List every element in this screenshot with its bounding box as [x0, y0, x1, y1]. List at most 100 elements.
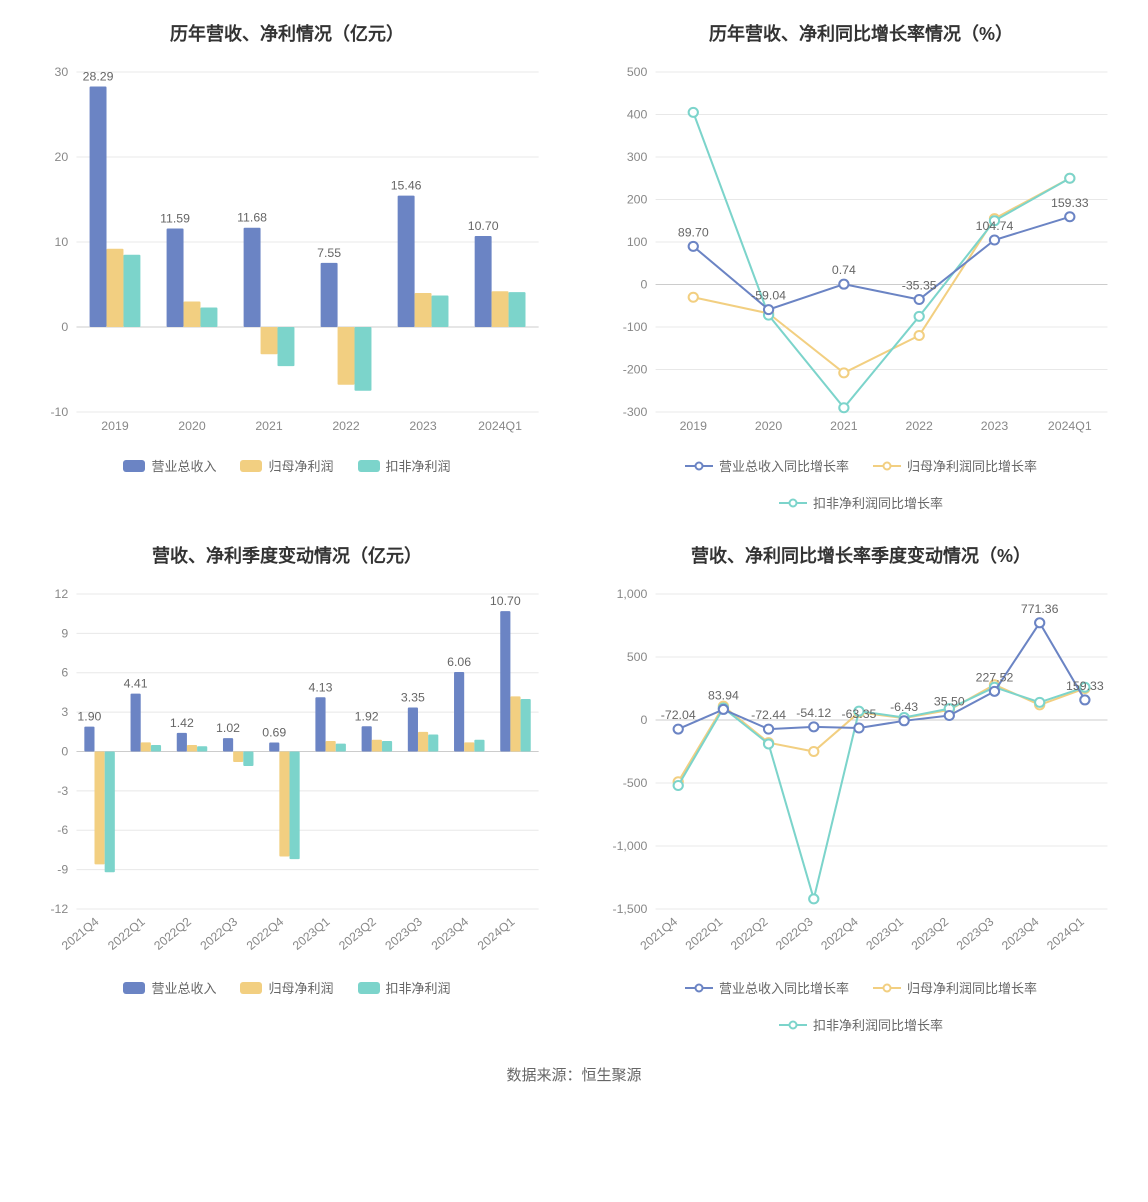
svg-text:2024Q1: 2024Q1 — [475, 915, 518, 953]
svg-text:2022Q2: 2022Q2 — [728, 915, 771, 953]
svg-text:2021Q4: 2021Q4 — [637, 915, 680, 953]
legend-swatch-icon — [123, 982, 145, 994]
legend-item[interactable]: 扣非净利润 — [358, 456, 451, 475]
svg-text:0.74: 0.74 — [832, 263, 856, 277]
legend-item[interactable]: 扣非净利润同比增长率 — [779, 1015, 943, 1034]
svg-text:2024Q1: 2024Q1 — [478, 419, 522, 433]
legend-swatch-icon — [779, 1019, 807, 1031]
svg-text:2023Q4: 2023Q4 — [999, 915, 1042, 953]
legend-swatch-icon — [779, 497, 807, 509]
svg-text:2022Q2: 2022Q2 — [151, 915, 194, 953]
svg-text:2019: 2019 — [680, 419, 708, 433]
svg-text:1,000: 1,000 — [617, 587, 648, 601]
legend-item[interactable]: 营业总收入 — [123, 978, 216, 997]
svg-text:-300: -300 — [623, 405, 648, 419]
legend-label: 扣非净利润 — [386, 978, 451, 997]
legend-swatch-icon — [240, 460, 262, 472]
svg-text:-72.44: -72.44 — [751, 708, 786, 722]
svg-text:2022Q4: 2022Q4 — [244, 915, 287, 953]
svg-text:2021: 2021 — [830, 419, 858, 433]
svg-text:0.69: 0.69 — [262, 726, 286, 740]
legend-item[interactable]: 归母净利润 — [240, 978, 333, 997]
chart4-area: -1,500-1,000-50005001,000-72.0483.94-72.… — [594, 584, 1128, 964]
panel-quarterly-growth-rate: 营收、净利同比增长率季度变动情况（%） -1,500-1,000-5000500… — [594, 542, 1128, 1034]
svg-text:3: 3 — [61, 705, 68, 719]
legend-label: 归母净利润 — [268, 978, 333, 997]
legend-item[interactable]: 营业总收入 — [123, 456, 216, 475]
svg-text:227.52: 227.52 — [976, 670, 1014, 684]
legend-item[interactable]: 扣非净利润同比增长率 — [779, 493, 943, 512]
svg-text:-72.04: -72.04 — [661, 708, 696, 722]
svg-text:2022: 2022 — [905, 419, 933, 433]
chart4-title: 营收、净利同比增长率季度变动情况（%） — [691, 542, 1031, 568]
svg-text:15.46: 15.46 — [391, 179, 422, 193]
svg-text:0: 0 — [61, 745, 68, 759]
legend-item[interactable]: 扣非净利润 — [358, 978, 451, 997]
svg-text:6: 6 — [61, 666, 68, 680]
legend-item[interactable]: 营业总收入同比增长率 — [685, 456, 849, 475]
svg-text:-3: -3 — [57, 784, 68, 798]
svg-text:2023Q3: 2023Q3 — [382, 915, 425, 953]
svg-text:2023Q2: 2023Q2 — [336, 915, 379, 953]
svg-text:7.55: 7.55 — [317, 246, 341, 260]
legend-item[interactable]: 营业总收入同比增长率 — [685, 978, 849, 997]
svg-text:11.68: 11.68 — [237, 211, 267, 225]
svg-text:2022Q1: 2022Q1 — [683, 915, 726, 953]
legend-label: 扣非净利润同比增长率 — [813, 493, 943, 512]
svg-text:2019: 2019 — [101, 419, 129, 433]
legend-swatch-icon — [358, 460, 380, 472]
svg-text:500: 500 — [627, 65, 648, 79]
svg-text:771.36: 771.36 — [1021, 602, 1059, 616]
svg-text:2023: 2023 — [981, 419, 1009, 433]
svg-text:400: 400 — [627, 108, 648, 122]
svg-text:4.13: 4.13 — [308, 680, 332, 694]
svg-text:2022Q3: 2022Q3 — [197, 915, 240, 953]
svg-text:0: 0 — [61, 320, 68, 334]
svg-text:10: 10 — [55, 235, 69, 249]
svg-text:-6.43: -6.43 — [890, 700, 918, 714]
svg-text:-59.04: -59.04 — [751, 289, 786, 303]
svg-text:-1,000: -1,000 — [612, 839, 647, 853]
svg-text:89.70: 89.70 — [678, 226, 709, 240]
svg-text:2023Q1: 2023Q1 — [863, 915, 906, 953]
chart2-legend: 营业总收入同比增长率 归母净利润同比增长率扣非净利润同比增长率 — [594, 456, 1128, 512]
legend-swatch-icon — [873, 982, 901, 994]
legend-swatch-icon — [685, 982, 713, 994]
legend-label: 营业总收入 — [151, 456, 216, 475]
svg-text:28.29: 28.29 — [83, 70, 114, 84]
svg-text:2024Q1: 2024Q1 — [1044, 915, 1087, 953]
legend-label: 营业总收入同比增长率 — [719, 456, 849, 475]
svg-text:1.92: 1.92 — [355, 709, 379, 723]
legend-item[interactable]: 归母净利润同比增长率 — [873, 978, 1037, 997]
svg-text:-9: -9 — [57, 863, 68, 877]
svg-text:-500: -500 — [623, 776, 648, 790]
legend-label: 扣非净利润同比增长率 — [813, 1015, 943, 1034]
legend-swatch-icon — [873, 460, 901, 472]
chart1-legend: 营业总收入 归母净利润 扣非净利润 — [123, 456, 450, 475]
chart3-legend: 营业总收入 归母净利润 扣非净利润 — [123, 978, 450, 997]
svg-text:2023Q4: 2023Q4 — [429, 915, 472, 953]
svg-text:-100: -100 — [623, 320, 648, 334]
panel-quarterly-revenue-profit: 营收、净利季度变动情况（亿元） -12-9-6-30369121.904.411… — [20, 542, 554, 1034]
svg-text:-10: -10 — [50, 405, 68, 419]
legend-item[interactable]: 归母净利润 — [240, 456, 333, 475]
panel-annual-revenue-profit: 历年营收、净利情况（亿元） -10010203028.2911.5911.687… — [20, 20, 554, 512]
legend-swatch-icon — [685, 460, 713, 472]
svg-text:200: 200 — [627, 193, 648, 207]
svg-text:2021Q4: 2021Q4 — [59, 915, 102, 953]
svg-text:500: 500 — [627, 650, 648, 664]
svg-text:12: 12 — [55, 587, 69, 601]
svg-text:2023: 2023 — [409, 419, 437, 433]
data-source-footer: 数据来源：恒生聚源 — [20, 1064, 1128, 1085]
legend-label: 归母净利润同比增长率 — [907, 456, 1037, 475]
svg-text:100: 100 — [627, 235, 648, 249]
svg-text:20: 20 — [55, 150, 69, 164]
legend-item[interactable]: 归母净利润同比增长率 — [873, 456, 1037, 475]
chart3-area: -12-9-6-30369121.904.411.421.020.694.131… — [20, 584, 554, 964]
svg-text:1.02: 1.02 — [216, 721, 240, 735]
svg-text:2021: 2021 — [255, 419, 283, 433]
chart3-title: 营收、净利季度变动情况（亿元） — [152, 542, 422, 568]
svg-text:10.70: 10.70 — [468, 219, 499, 233]
svg-text:0: 0 — [641, 278, 648, 292]
svg-text:4.41: 4.41 — [124, 677, 148, 691]
